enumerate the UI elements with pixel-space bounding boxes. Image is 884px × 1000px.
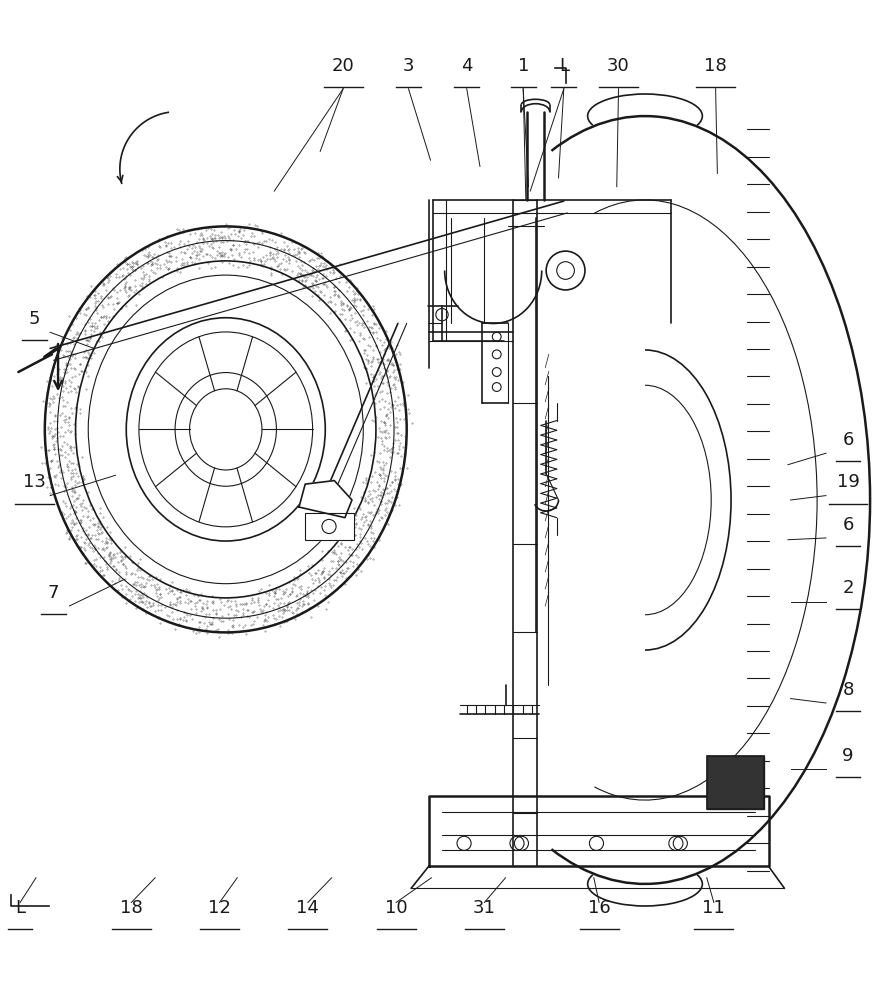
Text: 2: 2	[842, 579, 854, 597]
Text: 19: 19	[836, 473, 859, 491]
Text: 18: 18	[120, 899, 142, 917]
Bar	[305, 513, 354, 540]
Text: 9: 9	[842, 747, 854, 765]
Text: 10: 10	[385, 899, 408, 917]
Text: L: L	[15, 899, 25, 917]
Text: 18: 18	[705, 57, 727, 75]
Text: 7: 7	[48, 584, 59, 602]
Text: 12: 12	[208, 899, 231, 917]
Text: 6: 6	[842, 516, 854, 534]
Text: 3: 3	[403, 57, 415, 75]
Bar	[707, 756, 764, 809]
Text: 8: 8	[842, 681, 854, 699]
Text: 31: 31	[473, 899, 496, 917]
Text: 5: 5	[28, 310, 40, 328]
Polygon shape	[299, 481, 352, 518]
Text: 30: 30	[607, 57, 630, 75]
Text: 11: 11	[703, 899, 725, 917]
Text: 1: 1	[517, 57, 529, 75]
Text: 13: 13	[23, 473, 46, 491]
Text: 20: 20	[332, 57, 354, 75]
Text: 14: 14	[296, 899, 319, 917]
Text: L: L	[559, 57, 568, 75]
Bar	[707, 756, 764, 809]
Text: 6: 6	[842, 431, 854, 449]
Circle shape	[546, 251, 585, 290]
Text: 4: 4	[461, 57, 472, 75]
Text: 16: 16	[588, 899, 611, 917]
Bar	[305, 513, 354, 540]
